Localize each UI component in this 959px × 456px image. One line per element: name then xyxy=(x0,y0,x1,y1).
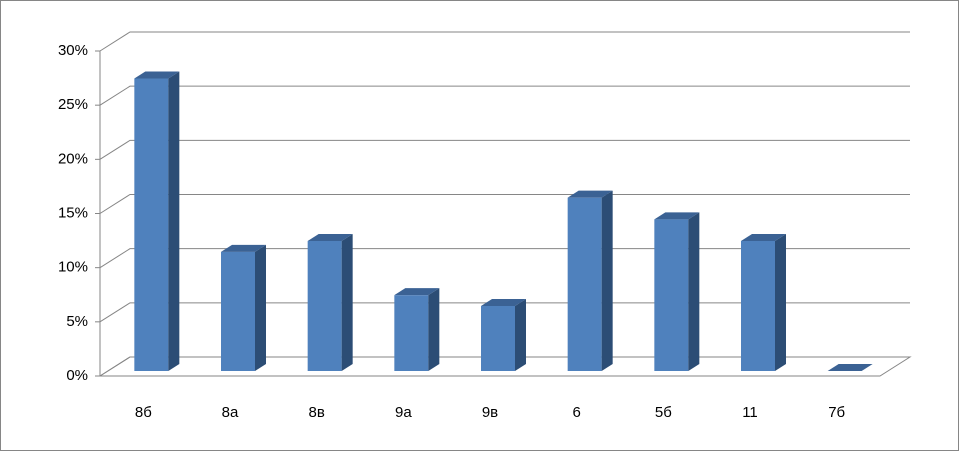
y-tick-label: 20% xyxy=(58,150,88,167)
bar-side xyxy=(515,299,526,371)
x-tick-label: 6 xyxy=(572,404,580,421)
grid-line xyxy=(99,194,910,214)
bar-front xyxy=(741,241,775,371)
bar xyxy=(394,288,440,371)
y-tick-label: 15% xyxy=(58,204,88,221)
bar-front xyxy=(654,219,689,371)
bar-top xyxy=(307,234,353,241)
bar-front xyxy=(481,306,515,371)
x-tick-label: 8в xyxy=(309,404,325,421)
bar-side xyxy=(255,244,266,371)
x-tick-label: 11 xyxy=(742,404,758,421)
bar xyxy=(741,234,786,371)
bar xyxy=(221,244,266,371)
bar-top xyxy=(481,299,526,306)
bar-side xyxy=(168,71,180,371)
bar-side xyxy=(341,234,353,371)
bar-top xyxy=(134,71,180,79)
bar-front xyxy=(394,295,429,371)
x-tick-label: 8б xyxy=(135,404,152,421)
bar-top xyxy=(221,244,266,252)
bar xyxy=(481,299,526,371)
x-tick-label: 9в xyxy=(482,404,498,421)
x-tick-label: 7б xyxy=(828,404,845,421)
x-tick-label: 8а xyxy=(222,404,239,421)
bar-top xyxy=(827,364,873,371)
grid-line xyxy=(99,356,910,377)
bar-front xyxy=(134,78,169,371)
y-tick-label: 25% xyxy=(58,96,88,113)
grid-line xyxy=(99,302,910,323)
x-tick-label: 9а xyxy=(395,404,412,421)
bar-top xyxy=(741,234,786,241)
bar-front xyxy=(307,241,342,371)
bar xyxy=(134,71,180,371)
bar-front xyxy=(567,197,602,371)
grid-line xyxy=(99,248,910,269)
bar-side xyxy=(775,234,786,371)
bar-side xyxy=(688,212,700,371)
bar xyxy=(827,364,873,371)
bar-front xyxy=(221,251,255,371)
bar-top xyxy=(567,190,613,198)
y-tick-label: 10% xyxy=(58,259,88,276)
bar-side xyxy=(601,190,613,371)
bar xyxy=(307,234,353,371)
grid-line xyxy=(99,139,910,160)
bar-side xyxy=(428,288,440,371)
bar-top xyxy=(654,212,700,220)
y-tick-label: 0% xyxy=(66,367,88,384)
grid-line xyxy=(99,31,910,52)
bar xyxy=(654,212,700,371)
bar xyxy=(567,190,613,371)
x-tick-label: 5б xyxy=(655,404,672,421)
grid-line xyxy=(99,85,910,106)
y-tick-label: 30% xyxy=(58,42,88,59)
bar-top xyxy=(394,288,440,296)
y-tick-label: 5% xyxy=(66,313,88,330)
